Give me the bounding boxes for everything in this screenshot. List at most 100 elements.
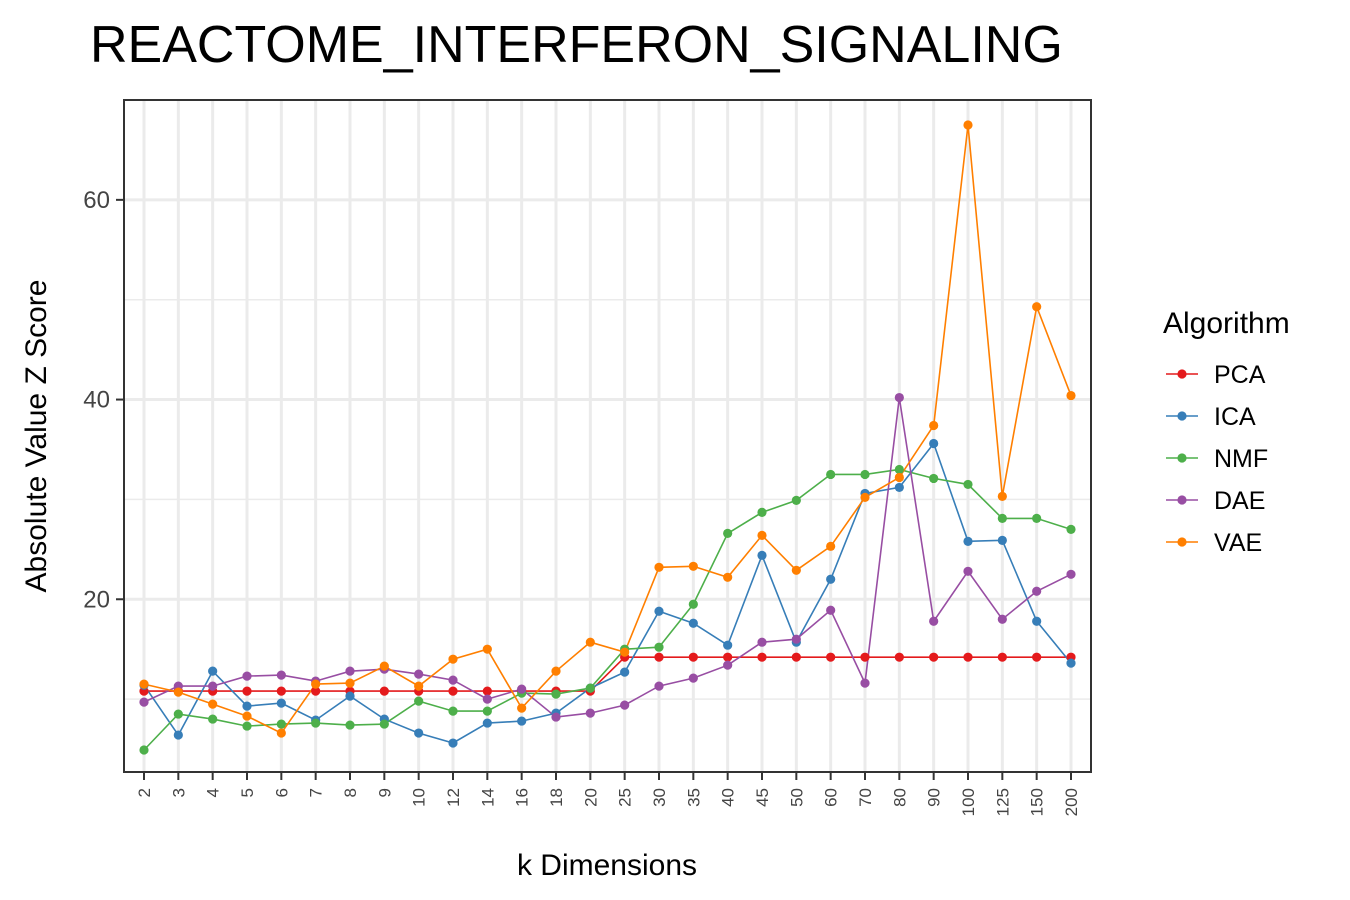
legend-label-ica: ICA xyxy=(1214,403,1256,431)
data-point-nmf xyxy=(414,696,424,706)
data-point-nmf xyxy=(379,719,389,729)
data-point-nmf xyxy=(242,721,252,731)
data-point-vae xyxy=(826,541,836,551)
data-point-ica xyxy=(517,716,527,726)
data-point-nmf xyxy=(1066,524,1076,534)
data-point-vae xyxy=(379,661,389,671)
data-point-ica xyxy=(757,550,767,560)
data-point-vae xyxy=(894,472,904,483)
data-point-nmf xyxy=(345,720,355,730)
data-point-dae xyxy=(585,708,595,718)
legend-label-pca: PCA xyxy=(1214,361,1266,389)
x-tick-label: 16 xyxy=(513,788,532,807)
legend-label-dae: DAE xyxy=(1214,487,1265,515)
data-point-dae xyxy=(929,616,939,626)
data-point-nmf xyxy=(654,642,664,652)
data-point-nmf xyxy=(997,513,1007,523)
data-point-dae xyxy=(517,684,527,694)
x-tick-label: 25 xyxy=(616,788,635,807)
data-point-pca xyxy=(723,652,733,662)
data-point-ica xyxy=(963,536,973,546)
data-point-vae xyxy=(791,565,801,575)
legend-key-point xyxy=(1177,411,1187,421)
data-point-dae xyxy=(448,675,458,685)
data-point-vae xyxy=(311,679,321,689)
data-point-ica xyxy=(482,718,492,728)
x-tick-label: 35 xyxy=(684,788,703,807)
data-point-dae xyxy=(551,712,561,722)
data-point-ica xyxy=(345,691,355,701)
data-point-nmf xyxy=(894,464,904,475)
data-point-pca xyxy=(963,652,973,662)
data-point-nmf xyxy=(551,689,561,699)
data-point-dae xyxy=(482,694,492,704)
panel-border xyxy=(123,99,1092,773)
data-point-nmf xyxy=(826,469,836,480)
data-point-ica xyxy=(688,618,698,628)
data-point-nmf xyxy=(173,709,183,719)
x-tick-label: 100 xyxy=(959,788,978,816)
x-tick-label: 80 xyxy=(890,788,909,807)
data-point-ica xyxy=(1032,616,1042,626)
data-point-dae xyxy=(894,392,904,403)
data-point-nmf xyxy=(482,706,492,716)
x-tick-label: 70 xyxy=(856,788,875,807)
data-point-vae xyxy=(860,492,870,503)
data-point-dae xyxy=(276,670,286,680)
data-point-vae xyxy=(517,703,527,713)
data-point-dae xyxy=(345,666,355,676)
x-tick-label: 8 xyxy=(341,788,360,797)
data-point-nmf xyxy=(688,599,698,609)
data-point-ica xyxy=(929,438,939,449)
data-point-nmf xyxy=(929,473,939,484)
data-point-ica xyxy=(723,640,733,650)
x-tick-label: 50 xyxy=(787,788,806,807)
data-point-pca xyxy=(1032,652,1042,662)
data-point-dae xyxy=(414,669,424,679)
legend-key-point xyxy=(1177,495,1187,505)
y-tick-label: 40 xyxy=(83,387,110,414)
data-point-vae xyxy=(654,562,664,572)
x-tick-label: 40 xyxy=(719,788,738,807)
data-point-dae xyxy=(654,681,664,691)
x-tick-label: 30 xyxy=(650,788,669,807)
y-axis-title: Absolute Value Z Score xyxy=(20,280,53,593)
data-point-vae xyxy=(929,420,939,431)
data-point-ica xyxy=(414,728,424,738)
data-point-vae xyxy=(345,678,355,688)
data-point-nmf xyxy=(1032,513,1042,523)
data-point-pca xyxy=(757,652,767,662)
legend-key-point xyxy=(1177,537,1187,547)
data-point-dae xyxy=(997,614,1007,624)
data-point-nmf xyxy=(585,683,595,693)
data-point-dae xyxy=(757,637,767,647)
data-point-pca xyxy=(688,652,698,662)
data-point-pca xyxy=(311,686,321,696)
data-point-pca xyxy=(448,686,458,696)
data-point-nmf xyxy=(208,714,218,724)
data-point-ica xyxy=(654,606,664,616)
series-line-dae xyxy=(143,397,1072,718)
data-point-pca xyxy=(826,652,836,662)
x-tick-label: 60 xyxy=(822,788,841,807)
data-point-vae xyxy=(585,637,595,647)
data-point-vae xyxy=(482,644,492,654)
x-tick-label: 12 xyxy=(444,788,463,807)
data-point-vae xyxy=(757,530,767,540)
x-tick-label: 125 xyxy=(993,788,1012,816)
series-line-vae xyxy=(143,124,1072,735)
data-point-dae xyxy=(723,660,733,670)
legend-key-point xyxy=(1177,453,1187,463)
data-point-nmf xyxy=(791,495,801,506)
data-point-vae xyxy=(1032,302,1042,312)
data-point-dae xyxy=(860,678,870,688)
data-point-vae xyxy=(448,654,458,664)
x-tick-label: 6 xyxy=(272,788,291,797)
data-point-pca xyxy=(894,652,904,662)
data-point-ica xyxy=(173,730,183,740)
data-point-ica xyxy=(276,698,286,708)
data-point-vae xyxy=(1066,390,1076,401)
data-point-pca xyxy=(791,652,801,662)
